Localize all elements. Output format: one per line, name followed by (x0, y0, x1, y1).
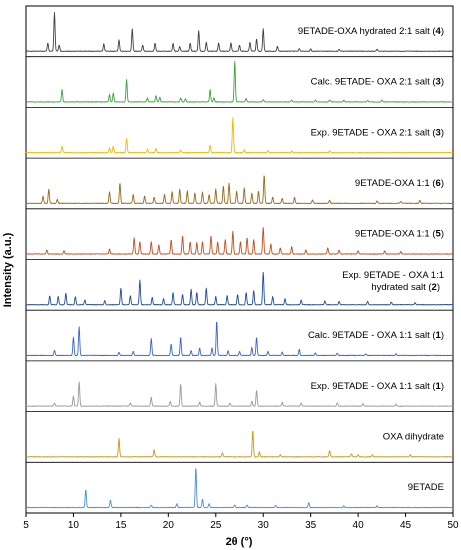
series-label: 9ETADE-OXA 1:1 (5) (355, 229, 444, 240)
legend-label-part: 4 (436, 26, 442, 37)
series-label: Calc. 9ETADE- OXA 2:1 salt (3) (311, 77, 444, 88)
x-tick-label: 10 (68, 520, 80, 531)
legend-label-part: 3 (436, 77, 441, 88)
panels-group: 9ETADE-OXA hydrated 2:1 salt (4)Calc. 9E… (25, 5, 454, 514)
series-label: Exp. 9ETADE - OXA 1:1 salt (1) (311, 381, 444, 392)
legend-label-part: 3 (436, 127, 441, 138)
y-axis-label: Intensity (a.u.) (2, 232, 14, 307)
series-trace-5 (25, 227, 454, 255)
legend-label-part: 6 (436, 178, 441, 189)
legend-label-part: 9ETADE-OXA hydrated 2:1 salt ( (298, 26, 436, 37)
series-trace-10 (25, 468, 454, 509)
x-axis-label: 2θ (°) (226, 536, 253, 548)
x-tick-label: 40 (353, 520, 365, 531)
series-label-line2: hydrated salt (2) (371, 282, 440, 293)
x-tick-label: 5 (23, 520, 29, 531)
legend-label-part: ) (441, 26, 444, 37)
series-label: Exp. 9ETADE - OXA 1:1 (342, 270, 444, 281)
series-trace-4 (25, 175, 454, 205)
legend-label-part: 9ETADE (408, 482, 444, 493)
series-label: Calc. 9ETADE - OXA 1:1 salt (1) (308, 330, 444, 341)
panel-2: Calc. 9ETADE- OXA 2:1 salt (3) (25, 56, 454, 103)
legend-label-part: 2 (432, 282, 437, 293)
legend-label-part: ) (437, 282, 440, 293)
series-trace-7 (25, 321, 454, 357)
legend-label-part: 5 (436, 229, 442, 240)
legend-label-part: 1 (436, 330, 442, 341)
panel-1: 9ETADE-OXA hydrated 2:1 salt (4) (25, 12, 454, 52)
x-tick-label: 15 (115, 520, 127, 531)
series-trace-2 (25, 61, 454, 103)
legend-label-part: 9ETADE-OXA 1:1 ( (355, 178, 436, 189)
legend-label-part: 1 (436, 381, 442, 392)
legend-label-part: Exp. 9ETADE - OXA 1:1 salt ( (311, 381, 437, 392)
x-tick-label: 20 (163, 520, 175, 531)
panel-8: Exp. 9ETADE - OXA 1:1 salt (1) (25, 360, 454, 407)
x-axis: 5 10 15 20 25 30 35 40 45 50 (23, 513, 459, 531)
panel-5: 9ETADE-OXA 1:1 (5) (25, 208, 454, 255)
legend-label-part: Exp. 9ETADE - OXA 2:1 salt ( (311, 127, 437, 138)
x-tick-label: 45 (400, 520, 412, 531)
series-label: Exp. 9ETADE - OXA 2:1 salt (3) (311, 127, 444, 138)
series-trace-3 (25, 117, 454, 154)
legend-label-part: Exp. 9ETADE - OXA 1:1 (342, 270, 444, 281)
panel-9: OXA dihydrate (25, 411, 454, 458)
panel-3: Exp. 9ETADE - OXA 2:1 salt (3) (25, 107, 454, 154)
series-trace-1 (25, 12, 454, 52)
series-label: 9ETADE (408, 482, 444, 493)
series-trace-9 (25, 430, 454, 458)
series-label: OXA dihydrate (383, 431, 444, 442)
series-trace-8 (25, 381, 454, 407)
legend-label-part: ) (441, 178, 444, 189)
legend-label-part: 9ETADE-OXA 1:1 ( (355, 229, 436, 240)
legend-label-part: Calc. 9ETADE- OXA 2:1 salt ( (311, 77, 437, 88)
legend-label-part: ) (441, 77, 444, 88)
x-tick-label: 25 (210, 520, 222, 531)
x-tick-label: 50 (447, 520, 459, 531)
legend-label-part: OXA dihydrate (383, 431, 444, 442)
series-trace-6 (25, 271, 454, 306)
x-tick-label: 30 (258, 520, 270, 531)
panel-10: 9ETADE (25, 461, 454, 509)
x-tick-label: 35 (305, 520, 317, 531)
legend-label-part: ) (441, 330, 444, 341)
legend-label-part: hydrated salt ( (371, 282, 432, 293)
legend-label-part: Calc. 9ETADE - OXA 1:1 salt ( (308, 330, 436, 341)
series-label: 9ETADE-OXA 1:1 (6) (355, 178, 444, 189)
series-label: 9ETADE-OXA hydrated 2:1 salt (4) (298, 26, 444, 37)
legend-label-part: ) (441, 381, 444, 392)
panel-7: Calc. 9ETADE - OXA 1:1 salt (1) (25, 309, 454, 357)
panel-4: 9ETADE-OXA 1:1 (6) (25, 157, 454, 205)
legend-label-part: ) (441, 229, 444, 240)
legend-label-part: ) (441, 127, 444, 138)
